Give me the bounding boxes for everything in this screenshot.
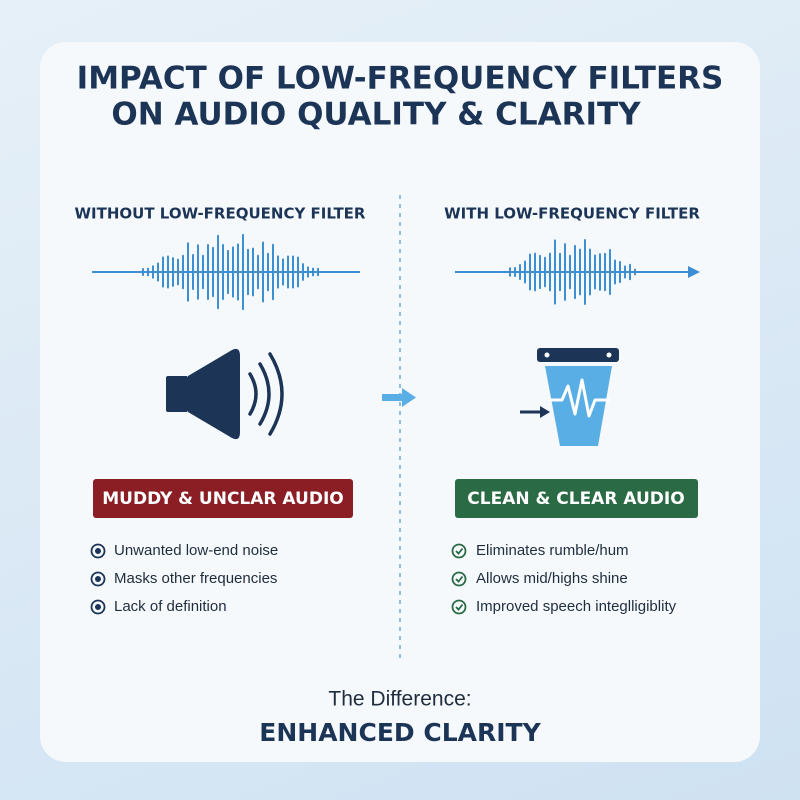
speaker-icon [166,348,284,440]
bullet-icon [90,543,106,559]
waveform [92,233,360,311]
check-icon [451,543,467,559]
badge [455,479,698,518]
right-heading: WITH LOW-FREQUENCY FILTER [444,205,700,223]
title-line: IMPACT OF LOW-FREQUENCY FILTERS [77,61,724,97]
bullet-icon [90,571,106,587]
point-text: Masks other frequencies [114,570,277,587]
filter-icon [520,348,619,446]
footer-label: The Difference: [328,688,471,711]
point-text: Allows mid/highs shine [476,570,628,587]
point-text: Lack of definition [114,598,227,615]
arrow-head [688,266,700,278]
point-text: Improved speech integlligiblity [476,598,677,615]
waveform [455,239,690,305]
footer-headline: ENHANCED CLARITY [259,718,541,747]
bullet-dot [95,548,101,554]
point-list: Unwanted low-end noise Masks other freque… [90,542,278,615]
title-line: ON AUDIO QUALITY & CLARITY [111,97,641,133]
check-mark [455,575,464,583]
check-icon [451,599,467,615]
badge [93,479,353,518]
left-heading: WITHOUT LOW-FREQUENCY FILTER [75,205,366,223]
bullet-icon [90,599,106,615]
center-arrow [382,388,416,407]
bullet-dot [95,604,101,610]
bullet-dot [95,576,101,582]
point-list: Eliminates rumble/hum Allows mid/highs sh… [451,542,677,615]
badge-text: CLEAN & CLEAR AUDIO [467,489,684,509]
point-text: Eliminates rumble/hum [476,542,629,559]
check-mark [455,603,464,611]
point-text: Unwanted low-end noise [114,542,278,559]
badge-text: MUDDY & UNCLAR AUDIO [102,489,344,509]
check-icon [451,571,467,587]
check-mark [455,547,464,555]
